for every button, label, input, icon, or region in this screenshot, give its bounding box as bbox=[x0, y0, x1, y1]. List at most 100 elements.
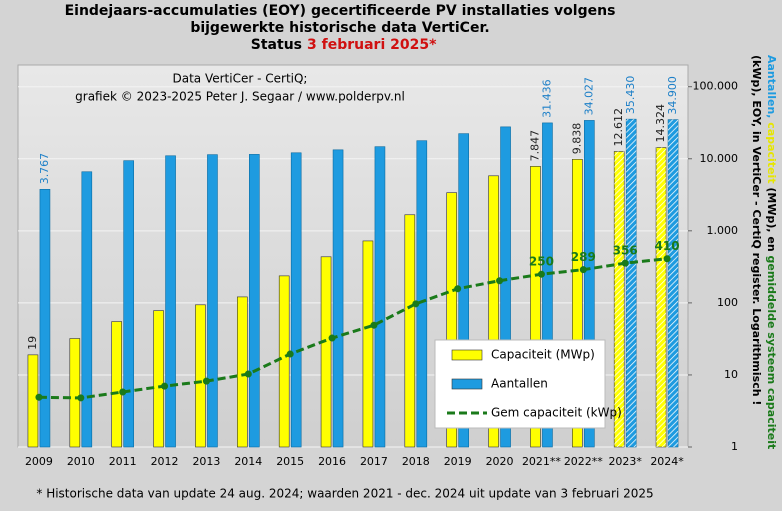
x-tick-label: 2023* bbox=[608, 455, 642, 468]
x-tick-label: 2019 bbox=[444, 455, 472, 468]
value-label: 14.324 bbox=[654, 104, 667, 143]
footnote: * Historische data van update 24 aug. 20… bbox=[36, 487, 653, 501]
x-tick-label: 2016 bbox=[318, 455, 346, 468]
chart-title: Eindejaars-accumulaties (EOY) gecertific… bbox=[65, 3, 616, 19]
legend-swatch bbox=[451, 378, 483, 390]
line-point bbox=[119, 388, 127, 396]
bar bbox=[39, 189, 51, 448]
line-point bbox=[244, 370, 252, 378]
y-tick-label: 100 bbox=[717, 296, 738, 309]
line-point bbox=[454, 285, 462, 293]
annotation: Data VertiCer - CertiQ; bbox=[173, 72, 308, 86]
line-point bbox=[537, 270, 545, 278]
line-point bbox=[496, 277, 504, 285]
x-tick-label: 2017 bbox=[360, 455, 388, 468]
value-label: 250 bbox=[529, 255, 554, 269]
legend-swatch bbox=[451, 349, 483, 361]
line-point bbox=[579, 266, 587, 274]
line-point bbox=[161, 382, 169, 390]
y-axis-label: Aantallen, capaciteit (MWp), en gemiddel… bbox=[765, 55, 778, 449]
line-point bbox=[370, 321, 378, 329]
value-label: 289 bbox=[571, 250, 596, 264]
legend-label: Aantallen bbox=[491, 377, 548, 391]
line bbox=[38, 257, 668, 400]
line-point bbox=[663, 255, 671, 263]
bar bbox=[572, 158, 583, 448]
value-label: 19 bbox=[26, 336, 39, 350]
line-point bbox=[621, 259, 629, 267]
x-tick-label: 2012 bbox=[151, 455, 179, 468]
x-tick-label: 2010 bbox=[67, 455, 95, 468]
bar bbox=[530, 166, 541, 448]
line-point bbox=[328, 334, 336, 342]
bar-hatch bbox=[656, 147, 667, 447]
bar bbox=[69, 338, 81, 448]
y-axis-label-part: gemiddelde systeem capaciteit bbox=[765, 256, 778, 450]
bar bbox=[362, 240, 374, 448]
value-label: 35.430 bbox=[624, 76, 637, 115]
legend-label: Capaciteit (MWp) bbox=[491, 348, 595, 362]
bar bbox=[290, 152, 302, 448]
line-point bbox=[35, 393, 43, 401]
bar bbox=[165, 155, 176, 448]
legend-label: Gem capaciteit (kWp) bbox=[491, 406, 622, 420]
chart-title: bijgewerkte historische data VertiCer. bbox=[190, 20, 489, 36]
bar bbox=[404, 214, 416, 448]
y-axis-label-part: (MWp), en bbox=[765, 184, 778, 256]
bar bbox=[488, 175, 499, 448]
bar bbox=[27, 354, 39, 448]
y-axis-label-part: (kWp), EOY, in VertiCer - CertiQ registe… bbox=[750, 55, 763, 405]
y-tick-label: 1 bbox=[731, 440, 738, 453]
bar-hatch bbox=[614, 151, 625, 447]
y-tick-label: 10.000 bbox=[700, 152, 739, 165]
value-label: 9.838 bbox=[570, 123, 583, 155]
status-date: 3 februari 2025* bbox=[307, 37, 437, 53]
bar bbox=[81, 171, 93, 448]
x-tick-label: 2013 bbox=[192, 455, 220, 468]
x-tick-label: 2020 bbox=[486, 455, 514, 468]
bar bbox=[332, 149, 344, 448]
bar bbox=[123, 160, 134, 448]
y-axis-label-part: Aantallen, bbox=[765, 55, 778, 122]
bar bbox=[584, 120, 595, 448]
value-label: 3.767 bbox=[38, 153, 51, 185]
value-label: 7.847 bbox=[528, 130, 541, 162]
value-label: 12.612 bbox=[612, 108, 625, 147]
bar bbox=[207, 154, 218, 448]
bar bbox=[153, 310, 164, 448]
bar bbox=[416, 140, 428, 448]
x-tick-label: 2018 bbox=[402, 455, 430, 468]
x-tick-label: 2015 bbox=[276, 455, 304, 468]
bar-hatch bbox=[626, 119, 637, 447]
line-point bbox=[77, 394, 85, 402]
value-label: 31.436 bbox=[540, 79, 553, 118]
y-axis-label: (kWp), EOY, in VertiCer - CertiQ registe… bbox=[750, 55, 763, 405]
value-label: 34.900 bbox=[666, 76, 679, 115]
bar bbox=[195, 304, 206, 448]
bar-hatch bbox=[668, 119, 679, 448]
bar bbox=[249, 154, 260, 448]
y-axis-label-part: capaciteit bbox=[765, 122, 778, 183]
y-tick-label: 1.000 bbox=[707, 224, 739, 237]
x-tick-label: 2022** bbox=[564, 455, 603, 468]
x-tick-label: 2011 bbox=[109, 455, 137, 468]
value-label: 34.027 bbox=[582, 77, 595, 116]
y-tick-label: 100.000 bbox=[693, 80, 739, 93]
bar bbox=[278, 275, 290, 448]
value-label: 410 bbox=[655, 239, 680, 253]
y-tick-label: 10 bbox=[724, 368, 738, 381]
line-point bbox=[202, 377, 210, 385]
bar bbox=[320, 256, 332, 448]
annotation: grafiek © 2023-2025 Peter J. Segaar / ww… bbox=[75, 90, 405, 104]
x-tick-label: 2021** bbox=[522, 455, 561, 468]
bar bbox=[542, 122, 553, 448]
value-label: 356 bbox=[613, 244, 638, 258]
status-label: Status bbox=[251, 37, 302, 53]
bar bbox=[500, 126, 511, 448]
line-point bbox=[412, 300, 420, 308]
bar bbox=[446, 192, 457, 448]
bar bbox=[111, 321, 122, 448]
x-tick-label: 2024* bbox=[650, 455, 684, 468]
x-tick-label: 2014 bbox=[234, 455, 262, 468]
